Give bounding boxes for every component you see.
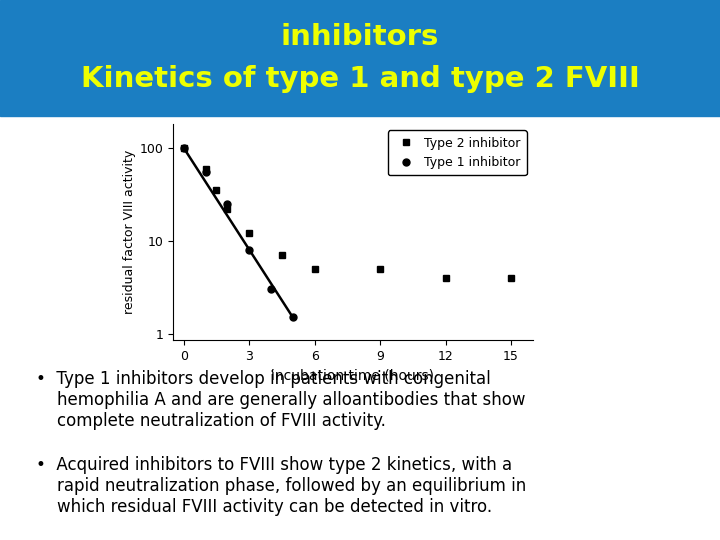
Text: •  Type 1 inhibitors develop in patients with congenital
    hemophilia A and ar: • Type 1 inhibitors develop in patients …	[36, 370, 526, 429]
Type 1 inhibitor	[201, 169, 210, 176]
Legend: Type 2 inhibitor, Type 1 inhibitor: Type 2 inhibitor, Type 1 inhibitor	[387, 131, 526, 175]
Line: Type 2 inhibitor: Type 2 inhibitor	[180, 144, 515, 281]
Type 2 inhibitor	[441, 274, 450, 281]
Type 2 inhibitor	[245, 230, 253, 237]
Text: inhibitors: inhibitors	[281, 23, 439, 51]
X-axis label: incubation time (hours): incubation time (hours)	[271, 368, 434, 382]
Type 1 inhibitor	[289, 314, 297, 321]
Text: •  Acquired inhibitors to FVIII show type 2 kinetics, with a
    rapid neutraliz: • Acquired inhibitors to FVIII show type…	[36, 456, 526, 516]
Type 1 inhibitor	[223, 200, 232, 207]
Type 2 inhibitor	[376, 266, 384, 272]
Type 2 inhibitor	[310, 266, 319, 272]
Type 2 inhibitor	[223, 206, 232, 212]
Line: Type 1 inhibitor: Type 1 inhibitor	[180, 144, 296, 321]
Type 2 inhibitor	[278, 252, 287, 259]
Type 2 inhibitor	[507, 274, 516, 281]
Type 1 inhibitor	[179, 145, 188, 151]
Type 2 inhibitor	[179, 145, 188, 151]
Text: Kinetics of type 1 and type 2 FVIII: Kinetics of type 1 and type 2 FVIII	[81, 65, 639, 93]
Type 1 inhibitor	[266, 286, 275, 293]
Type 2 inhibitor	[212, 187, 221, 193]
Type 2 inhibitor	[201, 165, 210, 172]
Y-axis label: residual factor VIII activity: residual factor VIII activity	[123, 150, 136, 314]
Type 1 inhibitor	[245, 247, 253, 253]
